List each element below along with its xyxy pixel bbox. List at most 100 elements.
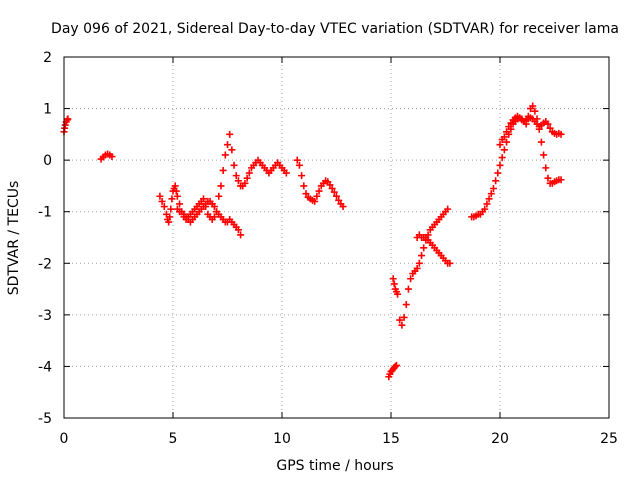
- data-point: [485, 195, 493, 203]
- data-point: [232, 172, 240, 180]
- series-4: [293, 156, 347, 211]
- series-0: [60, 115, 72, 136]
- data-point: [241, 179, 249, 187]
- data-point: [234, 226, 242, 234]
- data-point: [404, 285, 412, 293]
- data-point: [557, 130, 565, 138]
- data-point: [200, 195, 208, 203]
- data-point: [494, 169, 502, 177]
- data-point: [245, 169, 253, 177]
- data-point: [282, 169, 290, 177]
- data-point: [176, 200, 184, 208]
- data-point: [389, 275, 397, 283]
- data-point: [339, 203, 347, 211]
- data-point: [396, 316, 404, 324]
- data-point: [420, 244, 428, 252]
- data-point: [173, 192, 181, 200]
- data-point: [300, 182, 308, 190]
- data-point: [415, 259, 423, 267]
- data-point: [168, 195, 176, 203]
- y-tick-label: 0: [43, 153, 52, 169]
- data-point: [529, 102, 537, 110]
- data-point: [498, 154, 506, 162]
- data-point: [500, 133, 508, 141]
- x-tick-label: 5: [169, 431, 178, 447]
- data-point: [390, 280, 398, 288]
- data-point: [108, 153, 116, 161]
- data-point: [158, 197, 166, 205]
- data-point: [302, 190, 310, 198]
- data-point: [392, 361, 400, 369]
- data-point: [172, 187, 180, 195]
- data-point: [481, 205, 489, 213]
- data-point: [492, 177, 500, 185]
- data-point: [64, 115, 72, 123]
- series-2: [156, 130, 290, 226]
- data-point: [226, 130, 234, 138]
- y-tick-label: -3: [38, 308, 52, 324]
- data-point: [544, 174, 552, 182]
- data-point: [156, 192, 164, 200]
- x-tick-label: 0: [60, 431, 69, 447]
- data-point: [505, 123, 513, 131]
- data-point: [160, 203, 168, 211]
- series-5: [385, 361, 400, 381]
- data-point: [444, 205, 452, 213]
- data-point: [165, 218, 173, 226]
- data-point: [413, 264, 421, 272]
- data-point: [219, 166, 227, 174]
- data-point: [315, 187, 323, 195]
- data-point: [230, 161, 238, 169]
- y-tick-label: 1: [43, 102, 52, 118]
- data-point: [215, 192, 223, 200]
- data-point: [293, 156, 301, 164]
- data-point: [542, 164, 550, 172]
- series-6: [389, 205, 452, 329]
- data-point: [335, 196, 343, 204]
- data-point: [402, 301, 410, 309]
- data-point: [228, 146, 236, 154]
- data-point: [326, 181, 334, 189]
- data-point: [540, 151, 548, 159]
- data-points: [60, 102, 565, 381]
- y-axis-label: SDTVAR / TECUs: [6, 181, 22, 296]
- y-tick-label: -5: [38, 411, 52, 427]
- data-point: [503, 128, 511, 136]
- data-point: [167, 205, 175, 213]
- data-point: [500, 146, 508, 154]
- data-point: [237, 231, 245, 239]
- data-point: [537, 138, 545, 146]
- y-tick-label: -4: [38, 359, 52, 375]
- y-tick-label: -1: [38, 205, 52, 221]
- data-point: [210, 213, 218, 221]
- data-point: [391, 362, 399, 370]
- data-point: [531, 107, 539, 115]
- x-tick-label: 10: [273, 431, 291, 447]
- data-point: [557, 176, 565, 184]
- plot-frame: [63, 56, 610, 419]
- data-point: [487, 190, 495, 198]
- data-point: [221, 151, 229, 159]
- grid: [64, 57, 609, 418]
- data-point: [298, 172, 306, 180]
- data-point: [311, 197, 319, 205]
- data-point: [166, 213, 174, 221]
- data-point: [407, 275, 415, 283]
- data-point: [210, 203, 218, 211]
- series-7: [413, 231, 454, 267]
- y-tick-label: -2: [38, 256, 52, 272]
- x-tick-label: 15: [382, 431, 400, 447]
- data-point: [489, 185, 497, 193]
- x-tick-label: 20: [491, 431, 509, 447]
- data-point: [217, 182, 225, 190]
- data-point: [418, 252, 426, 260]
- chart-title: Day 096 of 2021, Sidereal Day-to-day VTE…: [51, 21, 619, 37]
- x-tick-label: 25: [600, 431, 618, 447]
- data-point: [243, 174, 251, 182]
- data-point: [446, 259, 454, 267]
- data-point: [544, 120, 552, 128]
- data-point: [546, 124, 554, 132]
- data-point: [234, 177, 242, 185]
